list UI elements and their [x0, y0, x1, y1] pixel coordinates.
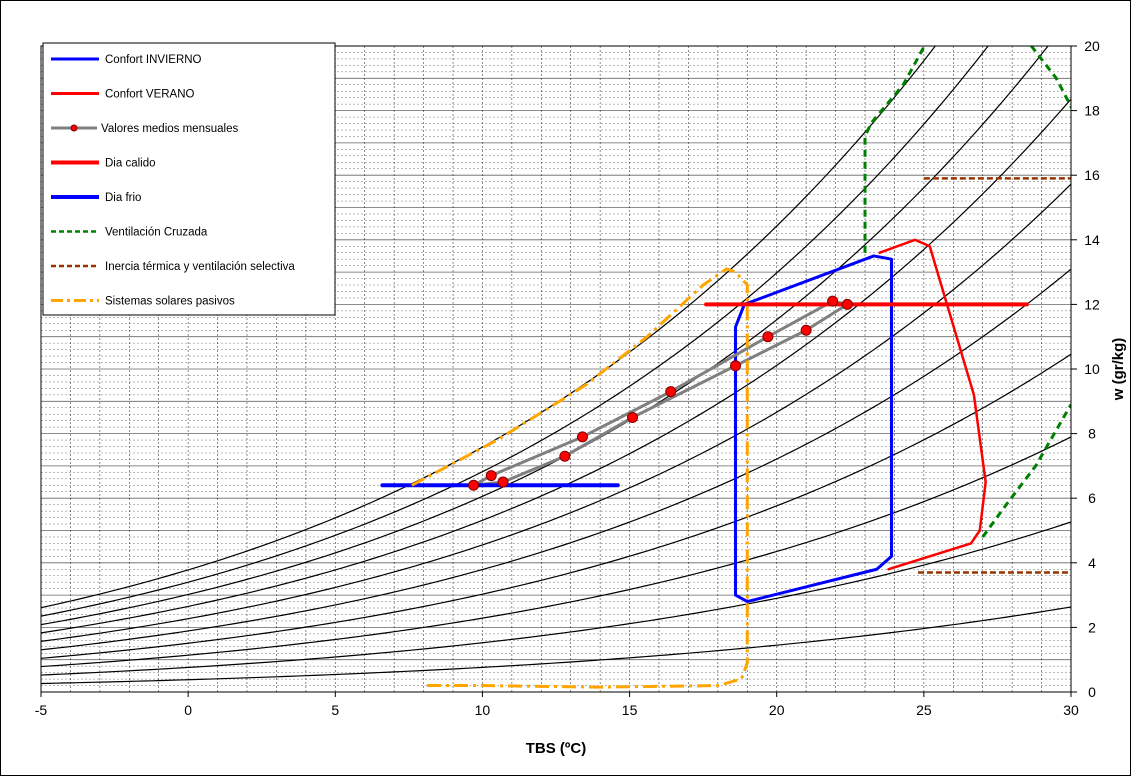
y-tick-label: 12 [1084, 296, 1100, 312]
y-tick-label: 8 [1088, 426, 1096, 442]
x-axis-label: TBS (ºC) [526, 740, 586, 757]
series-confort-verano [878, 238, 987, 571]
humidity-curve [41, 436, 1071, 668]
x-tick-label: 20 [769, 702, 785, 718]
series-ventilaci-n-cruzada [981, 403, 1071, 538]
monthly-value-point [576, 431, 588, 443]
x-axis: -5 0 5 10 15 20 25 30 [35, 692, 1079, 718]
legend-marker [70, 124, 78, 132]
humidity-curve [41, 98, 1071, 634]
x-tick-label: 0 [184, 702, 192, 718]
monthly-value-point [800, 324, 812, 336]
x-tick-label: 25 [916, 702, 932, 718]
monthly-value-point [665, 386, 677, 398]
y-tick-label: 18 [1084, 103, 1100, 119]
y-axis-label: w (gr/kg) [1110, 338, 1127, 402]
humidity-curve [41, 183, 1071, 642]
monthly-value-point [485, 470, 497, 482]
humidity-curve [41, 46, 989, 617]
monthly-markers [468, 295, 853, 491]
series-ventilaci-n-cruzada [1029, 46, 1071, 110]
x-tick-label: 10 [475, 702, 491, 718]
monthly-value-point [468, 479, 480, 491]
monthly-value-point [841, 298, 853, 310]
legend-label: Sistemas solares pasivos [105, 296, 235, 308]
legend: Confort INVIERNO Confort VERANO Valores me… [42, 42, 336, 316]
legend-label: Confort INVIERNO [105, 54, 202, 66]
monthly-value-point [827, 295, 839, 307]
y-tick-label: 16 [1084, 167, 1100, 183]
x-tick-label: 15 [622, 702, 638, 718]
legend-label: Ventilación Cruzada [105, 227, 208, 239]
y-tick-label: 6 [1088, 490, 1096, 506]
legend-label: Inercia térmica y ventilación selectiva [105, 261, 295, 273]
y-axis: 0 2 4 6 8 10 12 14 16 18 20 [1071, 38, 1100, 700]
x-tick-label: 5 [331, 702, 339, 718]
monthly-value-point [497, 476, 509, 488]
legend-box [42, 42, 336, 316]
x-tick-label: 30 [1063, 702, 1079, 718]
y-tick-label: 10 [1084, 361, 1100, 377]
humidity-curve [41, 606, 1071, 685]
x-tick-label: -5 [35, 702, 48, 718]
legend-label: Valores medios mensuales [101, 123, 238, 135]
grid-lines [41, 46, 1071, 692]
series-ventilaci-n-cruzada [863, 46, 927, 253]
y-tick-label: 14 [1084, 232, 1100, 248]
series-sistemas-solares-pasivos [411, 267, 749, 689]
monthly-value-point [730, 360, 742, 372]
y-tick-label: 4 [1088, 555, 1096, 571]
legend-label: Dia calido [105, 158, 156, 170]
monthly-value-point [627, 411, 639, 423]
y-tick-label: 20 [1084, 38, 1100, 54]
monthly-value-point [762, 331, 774, 343]
humidity-curve [41, 353, 1071, 659]
y-tick-label: 0 [1088, 684, 1096, 700]
monthly-value-point [559, 450, 571, 462]
legend-label: Dia frio [105, 192, 141, 204]
y-tick-label: 2 [1088, 619, 1096, 635]
legend-label: Confort VERANO [105, 89, 195, 101]
humidity-curve [41, 521, 1071, 676]
series-confort-invierno [734, 254, 893, 604]
humidity-curve [41, 268, 1071, 651]
